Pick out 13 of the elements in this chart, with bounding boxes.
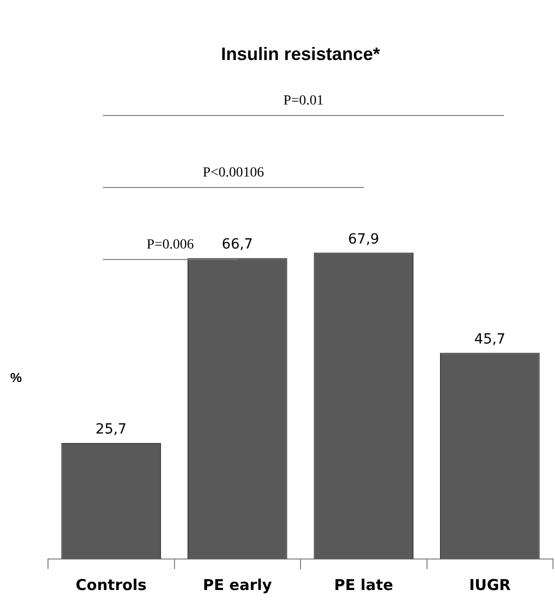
data-label: 45,7: [474, 331, 506, 348]
data-label: 25,7: [96, 422, 127, 438]
annotation: P=0.006: [146, 238, 194, 253]
text: P=0.01: [283, 94, 324, 109]
x-tick-label: PE late: [334, 576, 394, 594]
x-tick-label: Controls: [76, 576, 147, 594]
text: P<0.00106: [202, 166, 264, 181]
x-tick-label: IUGR: [469, 576, 512, 594]
data-label: 67,9: [348, 231, 380, 248]
x-tick-label: PE early: [202, 576, 272, 594]
data-label: 66,7: [222, 236, 253, 253]
chart-title: Insulin resistance*: [220, 44, 380, 64]
y-axis-title: %: [10, 370, 22, 385]
